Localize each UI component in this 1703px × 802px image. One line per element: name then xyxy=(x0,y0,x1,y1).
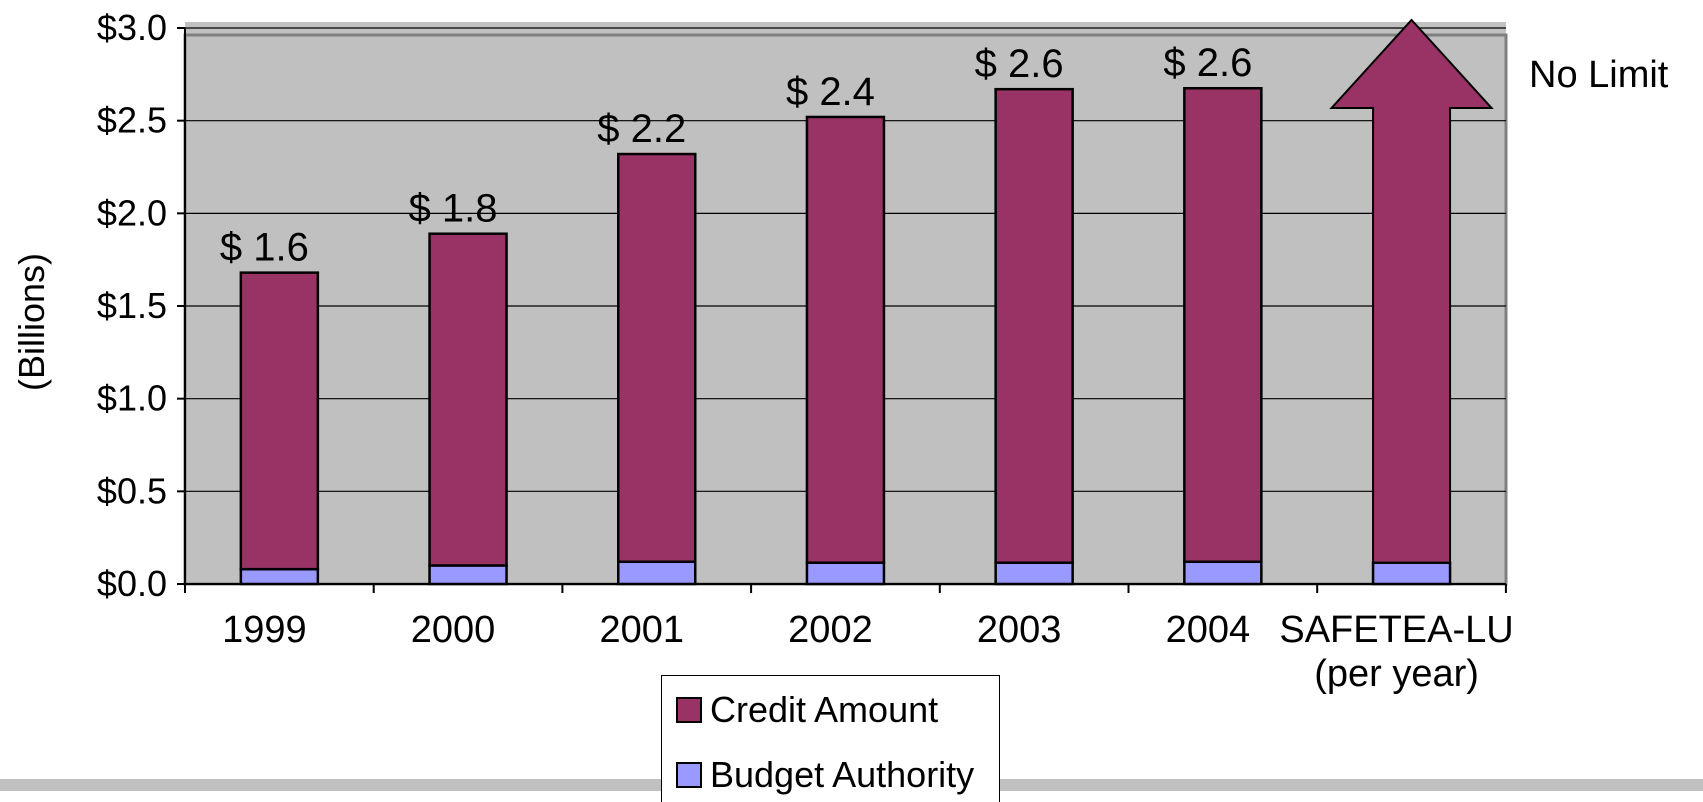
x-tick-label: 2003 xyxy=(977,609,1062,651)
bar-budget-authority xyxy=(239,567,320,586)
bar-budget-authority xyxy=(1371,561,1452,586)
bar-credit-amount xyxy=(805,115,886,564)
legend-label-credit-amount: Credit Amount xyxy=(710,689,939,730)
bar-budget-authority xyxy=(805,561,886,586)
legend-swatch-credit-amount xyxy=(676,697,702,723)
legend-item-credit-amount: Credit Amount xyxy=(676,689,939,730)
legend: Credit Amount Budget Authority xyxy=(661,675,1000,802)
bar-total-label: $ 1.6 xyxy=(220,226,309,270)
bar-credit-amount xyxy=(428,232,508,567)
bar-credit-amount xyxy=(239,271,320,571)
y-tick-label: $2.5 xyxy=(97,100,167,141)
y-tick-label: $0.5 xyxy=(97,470,167,511)
bar-total-label: $ 2.6 xyxy=(975,42,1064,86)
x-tick-label: (per year) xyxy=(1314,653,1479,695)
bar-budget-authority xyxy=(994,561,1074,586)
legend-item-budget-authority: Budget Authority xyxy=(676,754,975,795)
y-tick-label: $1.5 xyxy=(97,285,167,326)
y-tick-label: $1.0 xyxy=(97,378,167,419)
no-limit-label: No Limit xyxy=(1529,54,1669,96)
no-limit-arrow xyxy=(1329,18,1494,564)
bar-credit-amount xyxy=(994,87,1074,564)
bar-credit-amount xyxy=(1183,86,1263,564)
y-tick-label: $0.0 xyxy=(97,563,167,604)
bar-budget-authority xyxy=(1183,560,1263,586)
legend-label-budget-authority: Budget Authority xyxy=(710,754,975,795)
x-tick-label: SAFETEA-LU xyxy=(1279,609,1513,651)
footer-rule xyxy=(0,779,661,791)
y-axis-title: (Billions) xyxy=(11,253,52,391)
bar-total-label: $ 2.6 xyxy=(1163,41,1252,85)
x-tick-label: 2004 xyxy=(1166,609,1251,651)
axes: $3.0 $2.5 $2.0 $1.5 $1.0 $0.5 $0.0 1999 2000 2001… xyxy=(97,7,1514,695)
x-tick-label: 2001 xyxy=(599,609,684,651)
legend-swatch-budget-authority xyxy=(676,762,702,788)
bar-budget-authority xyxy=(428,564,508,586)
bar-total-label: $ 1.8 xyxy=(409,187,498,231)
bar-credit-amount xyxy=(617,152,697,564)
x-tick-label: 1999 xyxy=(222,609,307,651)
bars xyxy=(239,18,1494,586)
bar-total-label: $ 2.4 xyxy=(786,70,875,114)
y-tick-label: $2.0 xyxy=(97,192,167,233)
bar-total-label: $ 2.2 xyxy=(597,107,686,151)
x-tick-label: 2002 xyxy=(788,609,873,651)
data-labels: $ 1.6 $ 1.8 $ 2.2 $ 2.4 $ 2.6 $ 2.6 No Limit xyxy=(220,41,1669,269)
x-tick-label: 2000 xyxy=(411,609,496,651)
y-tick-label: $3.0 xyxy=(97,7,167,48)
bar-budget-authority xyxy=(617,560,697,586)
footer-rule xyxy=(1000,779,1703,791)
